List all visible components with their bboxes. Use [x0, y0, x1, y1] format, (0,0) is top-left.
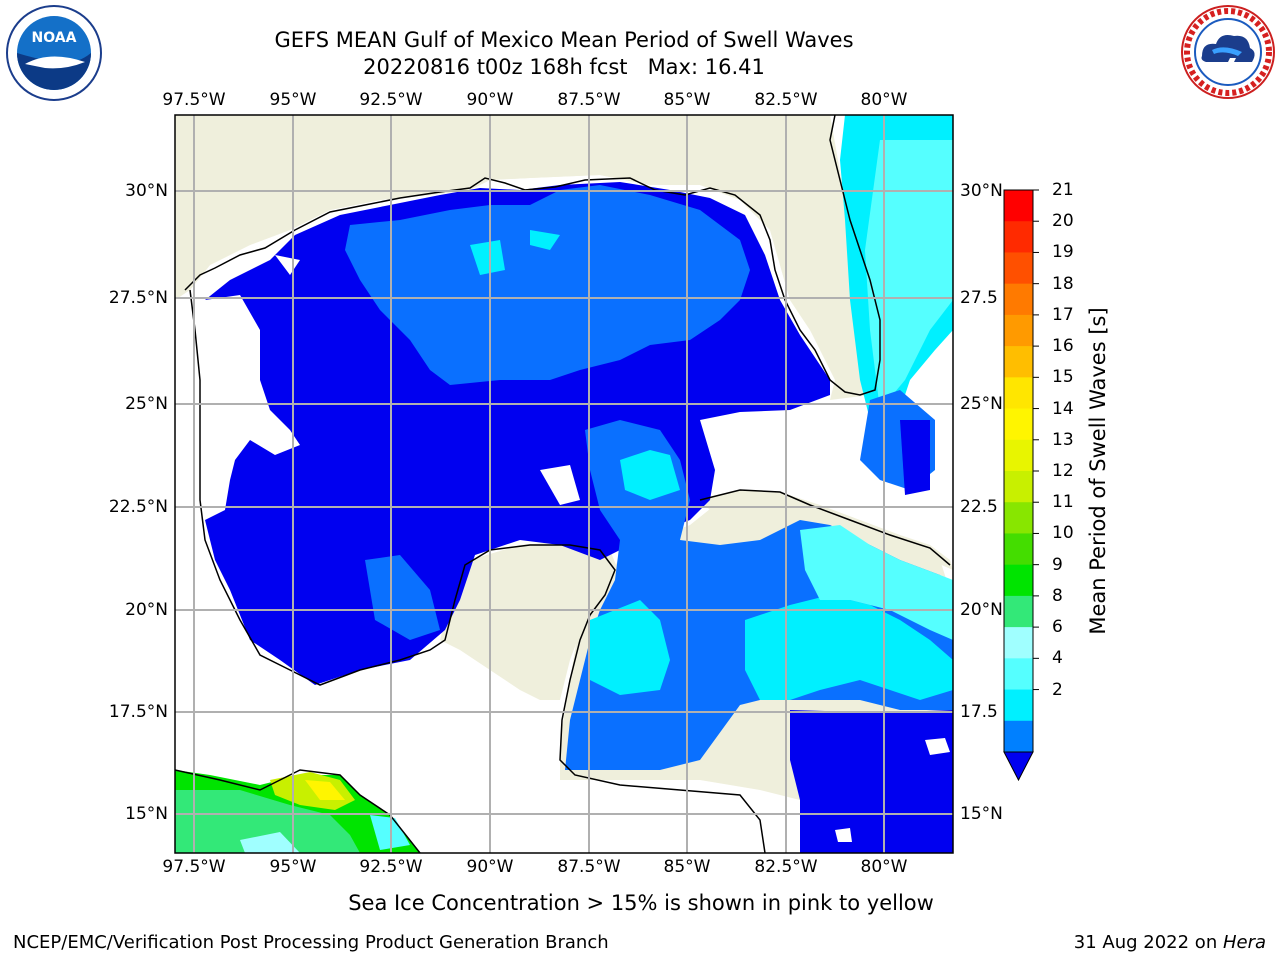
colorbar-swatch [1004, 564, 1033, 597]
lat-tick-left: 17.5°N [108, 702, 168, 722]
lat-tick-right: 20°N [960, 600, 1003, 620]
swell-period-6-8s-region [590, 600, 670, 695]
colorbar-swatch [1004, 720, 1033, 753]
lat-tick-left: 27.5°N [108, 288, 168, 308]
lat-tick-right: 22.5 [960, 497, 998, 517]
colorbar-swatch [1004, 658, 1033, 691]
lon-tick-bottom: 90°W [466, 857, 514, 877]
colorbar-tick-label: 17 [1052, 304, 1074, 325]
graticule [175, 115, 953, 853]
lon-tick-top: 82.5°W [754, 90, 818, 110]
cuba-coastline [699, 489, 951, 566]
colorbar-swatch [1004, 377, 1033, 410]
colorbar-swatch [1004, 346, 1033, 378]
colorbar-tick-label: 6 [1052, 617, 1063, 638]
colorbar-tick-label: 8 [1052, 585, 1063, 606]
date-stamp: 31 Aug 2022 on Hera [1073, 932, 1266, 953]
colorbar-swatch [1004, 439, 1033, 472]
colorbar-tick-label: 2 [1052, 679, 1063, 700]
colorbar-swatch [1004, 408, 1033, 441]
lat-tick-left: 22.5°N [108, 497, 168, 517]
lat-tick-left: 25°N [125, 394, 168, 414]
noaa-logo-icon: NOAA [6, 5, 102, 101]
lon-tick-top: 95°W [269, 90, 317, 110]
colorbar-tick-label: 11 [1052, 492, 1074, 513]
sea-ice-note: Sea Ice Concentration > 15% is shown in … [348, 891, 934, 915]
lon-tick-bottom: 92.5°W [359, 857, 423, 877]
colorbar-swatch [1004, 471, 1033, 503]
colorbar-tick-label: 13 [1052, 429, 1074, 450]
lon-tick-bottom: 95°W [269, 857, 317, 877]
colorbar-tick-label: 19 [1052, 242, 1074, 263]
lat-tick-left: 30°N [125, 181, 168, 201]
lon-tick-bottom: 80°W [860, 857, 908, 877]
colorbar-swatch [1004, 314, 1033, 347]
lat-tick-right: 30°N [960, 181, 1003, 201]
colorbar [1003, 189, 1039, 782]
noaa-logo-text: NOAA [32, 30, 77, 46]
colorbar-swatch [1004, 252, 1033, 285]
lon-tick-top: 85°W [663, 90, 711, 110]
colorbar-swatch [1004, 502, 1033, 534]
colorbar-swatch [1004, 689, 1033, 722]
colorbar-swatch [1004, 595, 1033, 628]
map-title: GEFS MEAN Gulf of Mexico Mean Period of … [274, 28, 854, 52]
colorbar-extend-arrow [1003, 751, 1034, 782]
lat-tick-right: 15°N [960, 804, 1003, 824]
lon-tick-top: 97.5°W [162, 90, 226, 110]
lon-tick-bottom: 97.5°W [162, 857, 226, 877]
colorbar-swatch [1004, 627, 1033, 659]
colorbar-tick-label: 16 [1052, 336, 1074, 357]
colorbar-swatch [1004, 533, 1033, 566]
lon-tick-top: 92.5°W [359, 90, 423, 110]
lon-tick-bottom: 85°W [663, 857, 711, 877]
lat-tick-right: 27.5 [960, 288, 998, 308]
map-subtitle: 20220816 t00z 168h fcst Max: 16.41 [363, 55, 765, 79]
lat-tick-right: 25°N [960, 394, 1003, 414]
lon-tick-bottom: 82.5°W [754, 857, 818, 877]
lon-tick-top: 80°W [860, 90, 908, 110]
colorbar-tick-label: 10 [1052, 523, 1074, 544]
colorbar-tick-label: 15 [1052, 367, 1074, 388]
colorbar-tick-label: 20 [1052, 211, 1074, 232]
pacific-coastline [175, 769, 421, 853]
colorbar-swatch [1004, 283, 1033, 316]
colorbar-tick-label: 9 [1052, 554, 1063, 575]
us-coastline [184, 115, 881, 396]
lat-tick-left: 15°N [125, 804, 168, 824]
colorbar-swatch [1004, 221, 1033, 253]
colorbar-tick-label: 12 [1052, 461, 1074, 481]
mexico-coastline [189, 289, 766, 853]
swell-period-4-6s-north [345, 185, 750, 385]
nws-logo-icon [1181, 5, 1275, 99]
lon-tick-top: 90°W [466, 90, 514, 110]
colorbar-tick-label: 4 [1052, 648, 1063, 669]
colorbar-label: Mean Period of Swell Waves [s] [1086, 307, 1110, 635]
lat-tick-left: 20°N [125, 600, 168, 620]
colorbar-tick-label: 14 [1052, 398, 1074, 419]
credit-text: NCEP/EMC/Verification Post Processing Pr… [13, 932, 609, 953]
colorbar-tick-label: 21 [1052, 180, 1074, 200]
colorbar-tick-label: 18 [1052, 273, 1074, 294]
lon-tick-top: 87.5°W [557, 90, 621, 110]
lat-tick-right: 17.5 [960, 702, 998, 722]
lon-tick-bottom: 87.5°W [557, 857, 621, 877]
map-frame [174, 114, 954, 854]
colorbar-swatch [1004, 190, 1033, 222]
